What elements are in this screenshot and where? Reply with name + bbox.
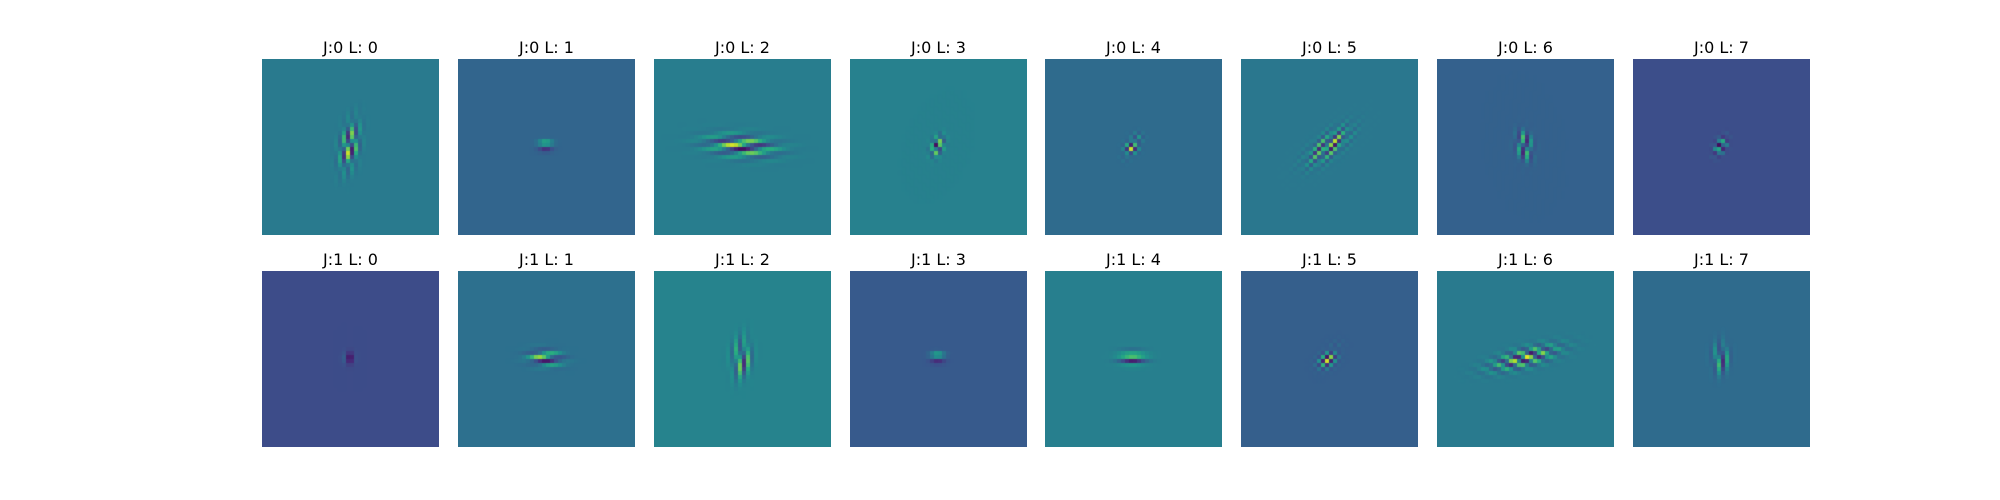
- filter-panel: J:0 L: 0: [262, 37, 439, 235]
- panel-title: J:0 L: 7: [1694, 38, 1749, 57]
- wavelet-filter-image: [1633, 59, 1810, 235]
- panel-title: J:0 L: 1: [519, 38, 574, 57]
- wavelet-filter-image: [654, 271, 831, 447]
- wavelet-filter-image: [458, 271, 635, 447]
- filter-panel: J:0 L: 2: [654, 37, 831, 235]
- filter-panel: J:1 L: 0: [262, 249, 439, 447]
- filter-panel: J:0 L: 6: [1437, 37, 1614, 235]
- filter-panel: J:1 L: 6: [1437, 249, 1614, 447]
- filter-panel: J:0 L: 5: [1241, 37, 1418, 235]
- filter-panel: J:1 L: 2: [654, 249, 831, 447]
- panel-title: J:0 L: 2: [715, 38, 770, 57]
- panel-title: J:0 L: 6: [1498, 38, 1553, 57]
- filter-panel: J:0 L: 1: [458, 37, 635, 235]
- panel-title: J:1 L: 2: [715, 250, 770, 269]
- panel-title: J:0 L: 4: [1106, 38, 1161, 57]
- panel-title: J:1 L: 1: [519, 250, 574, 269]
- filter-panel: J:0 L: 3: [850, 37, 1027, 235]
- wavelet-filter-image: [262, 59, 439, 235]
- panel-title: J:1 L: 6: [1498, 250, 1553, 269]
- wavelet-filter-image: [1633, 271, 1810, 447]
- wavelet-filter-image: [262, 271, 439, 447]
- panel-title: J:1 L: 4: [1106, 250, 1161, 269]
- filter-panel: J:1 L: 4: [1045, 249, 1222, 447]
- wavelet-filter-image: [1241, 271, 1418, 447]
- wavelet-filter-image: [850, 59, 1027, 235]
- filter-panel: J:0 L: 7: [1633, 37, 1810, 235]
- wavelet-filter-image: [850, 271, 1027, 447]
- panel-title: J:1 L: 3: [911, 250, 966, 269]
- panel-title: J:1 L: 7: [1694, 250, 1749, 269]
- wavelet-filter-image: [458, 59, 635, 235]
- panel-title: J:1 L: 5: [1302, 250, 1357, 269]
- wavelet-filter-image: [1241, 59, 1418, 235]
- wavelet-filter-image: [1045, 271, 1222, 447]
- filter-panel: J:1 L: 3: [850, 249, 1027, 447]
- panel-title: J:0 L: 5: [1302, 38, 1357, 57]
- filter-panel: J:0 L: 4: [1045, 37, 1222, 235]
- filter-panel: J:1 L: 5: [1241, 249, 1418, 447]
- filter-panel: J:1 L: 7: [1633, 249, 1810, 447]
- wavelet-filter-image: [1437, 271, 1614, 447]
- panel-title: J:1 L: 0: [323, 250, 378, 269]
- panel-title: J:0 L: 3: [911, 38, 966, 57]
- wavelet-filter-image: [1437, 59, 1614, 235]
- filter-panel: J:1 L: 1: [458, 249, 635, 447]
- wavelet-filter-image: [1045, 59, 1222, 235]
- wavelet-filter-image: [654, 59, 831, 235]
- panel-title: J:0 L: 0: [323, 38, 378, 57]
